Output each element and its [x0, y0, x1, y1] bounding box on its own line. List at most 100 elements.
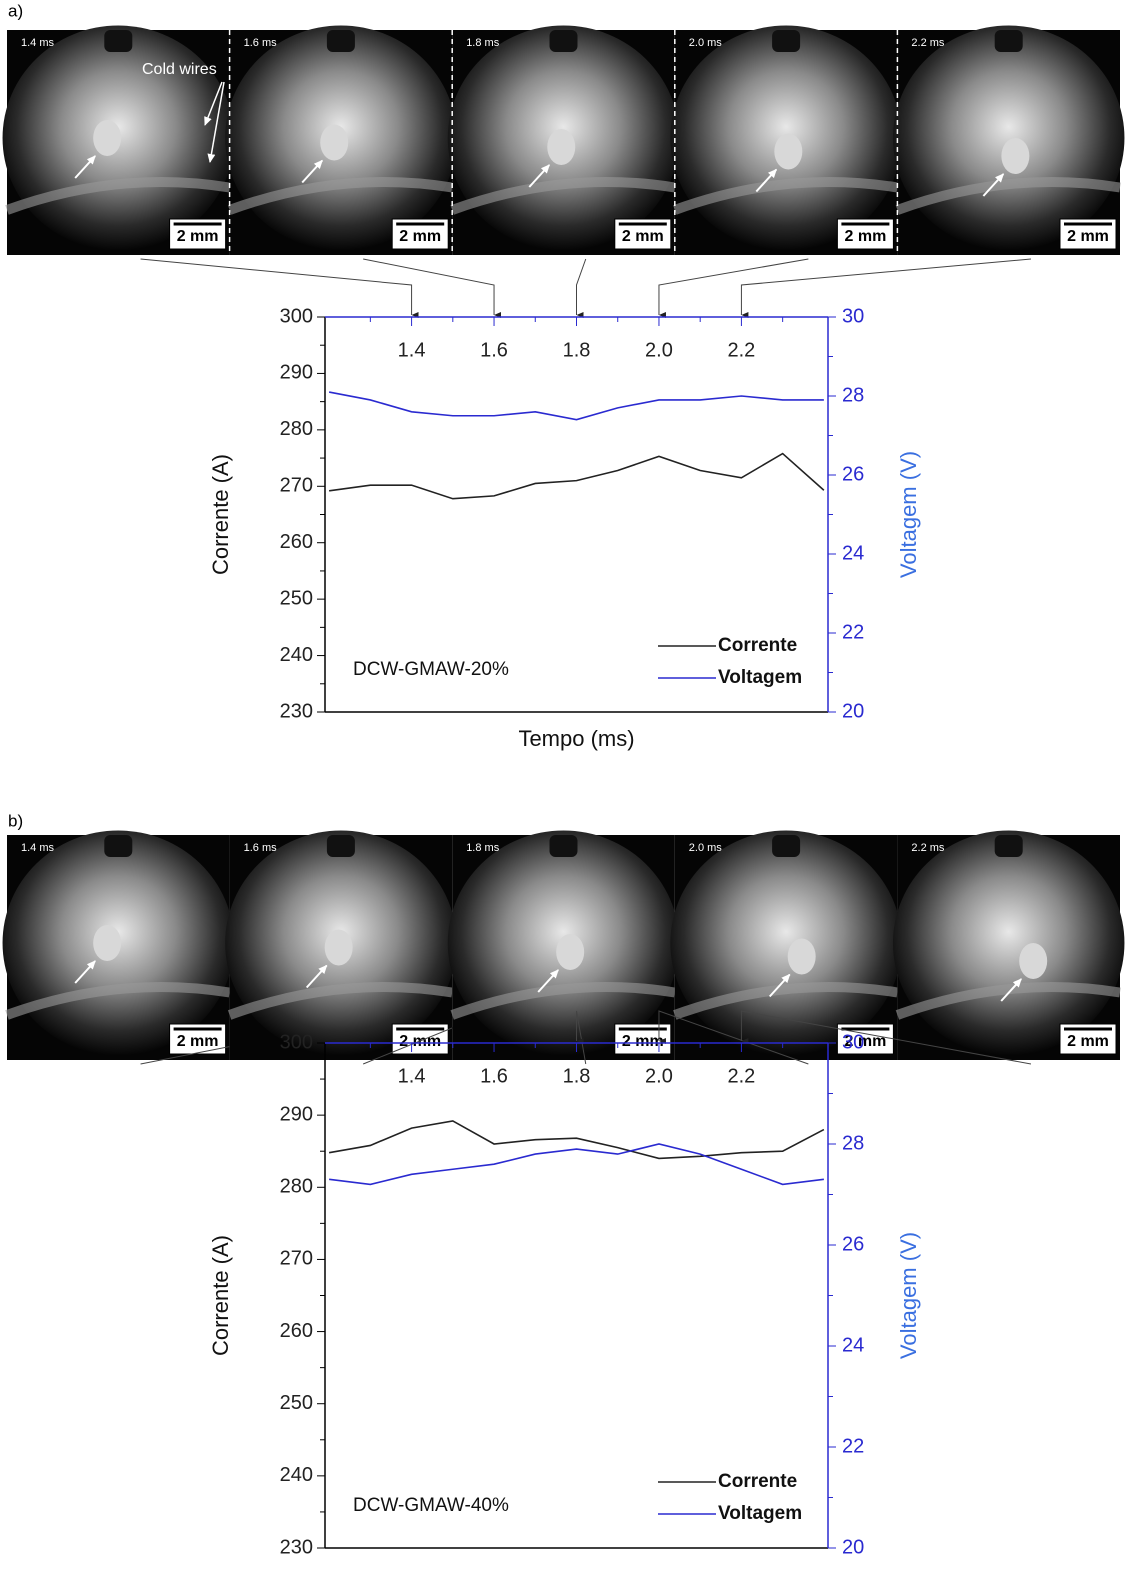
y-tick-label: 290 [280, 362, 313, 384]
y-tick-label: 270 [280, 475, 313, 497]
y2-axis-label: Voltagem (V) [896, 451, 921, 578]
panel-label: a) [8, 1, 23, 20]
torch-nozzle [326, 835, 355, 857]
x-tick-label: 1.4 [398, 1065, 426, 1087]
frame-label: 2.2 ms [911, 842, 945, 854]
x-tick-label: 2.2 [728, 339, 756, 361]
frame-connector [363, 258, 502, 318]
droplet [320, 124, 349, 161]
x-axis-label: Tempo (ms) [518, 726, 634, 751]
weld-pool [5, 176, 231, 215]
torch-nozzle [326, 30, 355, 52]
frame-connector [658, 258, 809, 318]
annotation-arrow [207, 81, 225, 163]
y2-tick-label: 26 [842, 1233, 864, 1255]
frame-connector [140, 258, 419, 318]
scale-bar-label: 2 mm [845, 228, 887, 245]
y-tick-label: 230 [280, 700, 313, 722]
droplet [556, 934, 585, 970]
x-tick-label: 2.2 [728, 1065, 756, 1087]
scale-bar-label: 2 mm [177, 228, 219, 245]
y-axis-label: Corrente (A) [208, 1235, 233, 1356]
scale-bar-label: 2 mm [399, 228, 441, 245]
arc-glow [670, 830, 902, 1056]
arc-glow [892, 830, 1125, 1056]
frame-label: 1.8 ms [466, 842, 500, 854]
y2-tick-label: 28 [842, 384, 864, 406]
y2-axis-label: Voltagem (V) [896, 1232, 921, 1359]
weld-pool [673, 176, 899, 215]
y-tick-label: 280 [280, 418, 313, 440]
legend-label: Corrente [718, 1471, 797, 1492]
y2-tick-label: 24 [842, 542, 864, 564]
y-tick-label: 270 [280, 1248, 313, 1270]
scale-bar-label: 2 mm [622, 1033, 664, 1050]
y-tick-label: 250 [280, 587, 313, 609]
y2-tick-label: 22 [842, 621, 864, 643]
droplet-arrow [74, 960, 96, 984]
y2-tick-label: 20 [842, 1536, 864, 1558]
y-tick-label: 240 [280, 644, 313, 666]
droplet [774, 133, 803, 170]
data-line [329, 452, 825, 500]
annotation-arrow [204, 81, 223, 126]
y-tick-label: 300 [280, 1031, 313, 1053]
legend-label: Corrente [718, 635, 797, 656]
frame-label: 2.2 ms [911, 37, 945, 49]
y-tick-label: 290 [280, 1103, 313, 1125]
torch-nozzle [994, 835, 1023, 857]
droplet [1019, 943, 1048, 979]
frame-connector [740, 1010, 1032, 1065]
data-line [329, 1143, 824, 1186]
weld-pool [895, 176, 1121, 215]
droplet-arrow [537, 969, 559, 993]
data-line [328, 391, 824, 421]
torch-nozzle [994, 30, 1023, 52]
droplet-arrow [982, 173, 1005, 197]
droplet [93, 120, 122, 156]
x-tick-label: 2.0 [645, 1065, 673, 1087]
x-tick-label: 1.8 [563, 1065, 591, 1087]
weld-pool [673, 981, 899, 1020]
photo-annotation: Cold wires [142, 61, 217, 78]
frame-label: 1.8 ms [466, 37, 500, 49]
frame-label: 1.4 ms [21, 37, 55, 49]
y2-tick-label: 22 [842, 1435, 864, 1457]
torch-nozzle [772, 30, 801, 52]
y-tick-label: 230 [280, 1536, 313, 1558]
x-tick-label: 1.8 [563, 339, 591, 361]
y-tick-label: 250 [280, 1392, 313, 1414]
frame-label: 2.0 ms [689, 842, 723, 854]
chart-annotation: DCW-GMAW-40% [353, 1495, 509, 1516]
weld-pool [895, 981, 1121, 1020]
y-axis-label: Corrente (A) [208, 454, 233, 575]
scale-bar-label: 2 mm [177, 1033, 219, 1050]
torch-nozzle [772, 835, 801, 857]
weld-pool [450, 981, 676, 1020]
y-tick-label: 240 [280, 1464, 313, 1486]
frame-label: 1.6 ms [244, 37, 278, 49]
frame-connector [740, 258, 1032, 318]
torch-nozzle [549, 835, 578, 857]
frame-label: 1.4 ms [21, 842, 55, 854]
droplet-arrow [1000, 978, 1022, 1002]
droplet [547, 129, 576, 165]
scale-bar-label: 2 mm [1067, 228, 1109, 245]
y-tick-label: 260 [280, 1320, 313, 1342]
droplet-arrow [301, 159, 323, 184]
frame-label: 1.6 ms [244, 842, 278, 854]
data-line [328, 1120, 825, 1160]
scale-bar-label: 2 mm [845, 1033, 887, 1050]
x-tick-label: 1.4 [398, 339, 426, 361]
droplet [1001, 138, 1030, 174]
torch-nozzle [104, 835, 133, 857]
torch-nozzle [549, 30, 578, 52]
y2-tick-label: 26 [842, 463, 864, 485]
frame-connector [658, 1010, 809, 1065]
x-tick-label: 2.0 [645, 339, 673, 361]
x-axis-label: Tempo (ms) [518, 1562, 634, 1566]
panel-label: b) [8, 811, 23, 830]
weld-pool [450, 176, 676, 215]
y2-tick-label: 28 [842, 1132, 864, 1154]
frame-connector [576, 258, 587, 318]
